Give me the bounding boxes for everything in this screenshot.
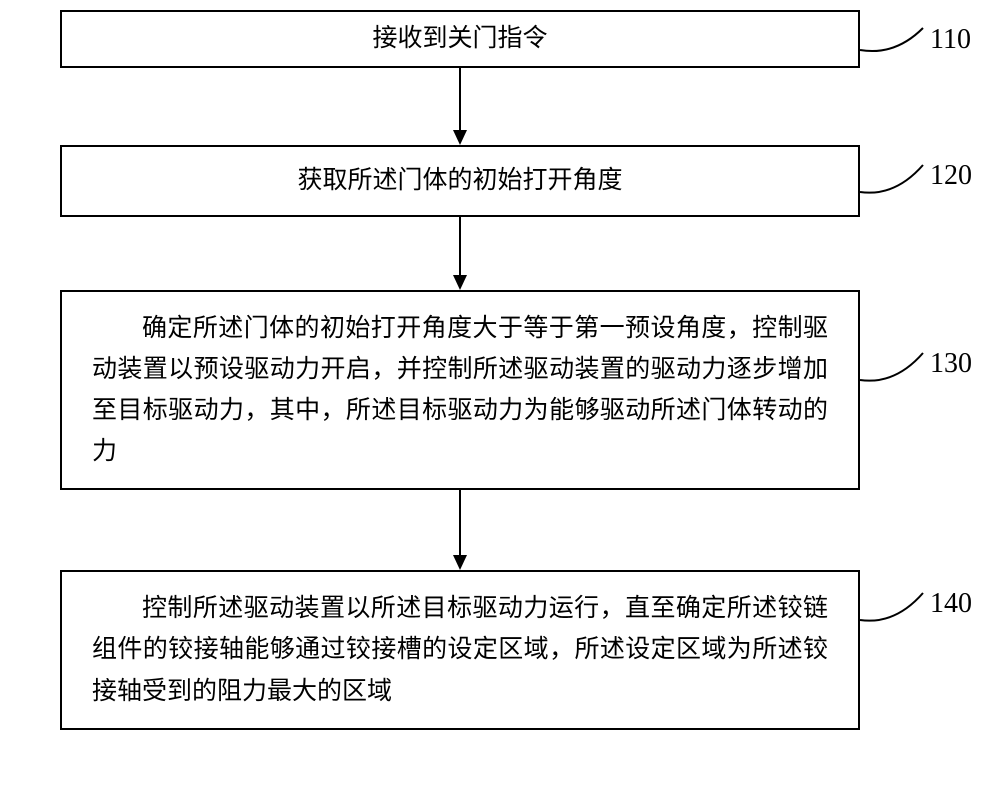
flowchart-canvas: 接收到关门指令 110 获取所述门体的初始打开角度 120 确定所述门体的初始打…	[0, 0, 1000, 799]
flow-node-110: 接收到关门指令	[60, 10, 860, 68]
arrow-130-to-140	[453, 490, 467, 570]
node-110-label: 110	[930, 24, 971, 56]
node-130-label: 130	[930, 348, 972, 380]
callout-curve-110	[860, 28, 923, 51]
node-130-text: 确定所述门体的初始打开角度大于等于第一预设角度，控制驱动装置以预设驱动力开启，并…	[62, 298, 858, 483]
arrow-120-to-130	[453, 217, 467, 290]
node-120-text: 获取所述门体的初始打开角度	[62, 150, 858, 211]
node-140-label: 140	[930, 588, 972, 620]
callout-curve-120	[860, 165, 923, 193]
arrow-110-to-120	[453, 68, 467, 145]
node-110-text: 接收到关门指令	[62, 8, 858, 69]
flow-node-130: 确定所述门体的初始打开角度大于等于第一预设角度，控制驱动装置以预设驱动力开启，并…	[60, 290, 860, 490]
flow-node-140: 控制所述驱动装置以所述目标驱动力运行，直至确定所述铰链组件的铰接轴能够通过铰接槽…	[60, 570, 860, 730]
callout-curve-130	[860, 353, 923, 381]
flow-node-120: 获取所述门体的初始打开角度	[60, 145, 860, 217]
node-120-label: 120	[930, 160, 972, 192]
callout-curve-140	[860, 593, 923, 621]
node-140-text: 控制所述驱动装置以所述目标驱动力运行，直至确定所述铰链组件的铰接轴能够通过铰接槽…	[62, 578, 858, 722]
